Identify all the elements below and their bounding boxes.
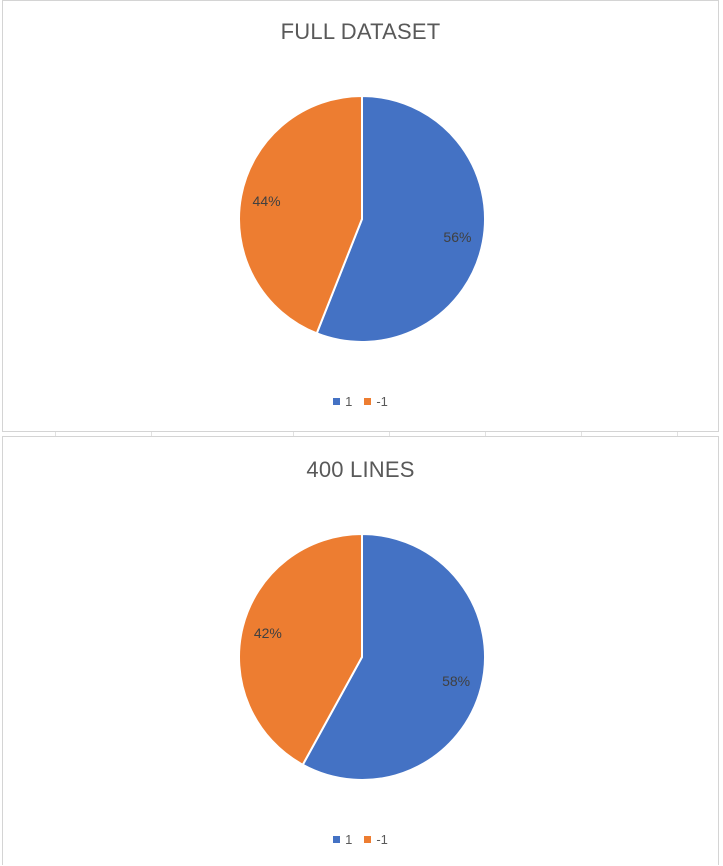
legend-item-minus-1[interactable]: -1 [364, 394, 388, 409]
gridline [55, 430, 56, 438]
chart-legend[interactable]: 1 -1 [3, 832, 718, 847]
legend-swatch-blue [333, 398, 341, 405]
pie-plot-area: 58% 42% [238, 533, 486, 781]
legend-swatch-orange [364, 398, 372, 405]
pie-slice-1[interactable] [315, 95, 486, 343]
data-label-1: 56% [443, 229, 471, 245]
pie-slice-1[interactable] [301, 533, 486, 781]
pie-plot-area: 56% 44% [237, 95, 486, 343]
legend-item-1[interactable]: 1 [333, 394, 352, 409]
legend-label: 1 [345, 832, 353, 847]
chart-legend[interactable]: 1 -1 [3, 394, 718, 409]
gridline [151, 430, 152, 438]
legend-item-minus-1[interactable]: -1 [364, 832, 388, 847]
chart-title: FULL DATASET [280, 19, 441, 44]
legend-swatch-blue [333, 836, 341, 843]
pie-slice-minus-1[interactable] [237, 95, 363, 335]
data-label-1: 58% [442, 673, 470, 689]
gridline [293, 430, 294, 438]
legend-item-1[interactable]: 1 [333, 832, 352, 847]
gridline [581, 430, 582, 438]
pie-chart-400-lines[interactable]: 400 LINES 58% 42% 1 -1 [2, 436, 719, 865]
pie-chart-full-dataset[interactable]: FULL DATASET 56% 44% 1 -1 [2, 0, 719, 432]
legend-swatch-orange [364, 836, 372, 843]
legend-label: -1 [376, 394, 388, 409]
chart-title: 400 LINES [306, 457, 415, 482]
gridline [389, 430, 390, 438]
legend-label: 1 [345, 394, 353, 409]
gridline [485, 430, 486, 438]
legend-label: -1 [376, 832, 388, 847]
data-label-minus-1: 44% [253, 193, 281, 209]
data-label-minus-1: 42% [254, 625, 282, 641]
gridline [677, 430, 678, 438]
pie-slice-minus-1[interactable] [238, 533, 363, 766]
